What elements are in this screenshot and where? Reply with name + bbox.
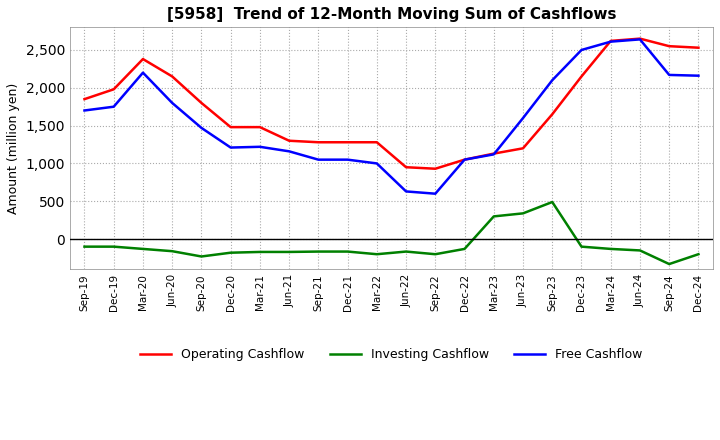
Investing Cashflow bbox=[256, 249, 264, 255]
Free Cashflow bbox=[197, 125, 206, 131]
Free Cashflow bbox=[139, 70, 148, 75]
Investing Cashflow bbox=[490, 214, 498, 219]
Free Cashflow bbox=[226, 145, 235, 150]
Operating Cashflow bbox=[402, 165, 410, 170]
Investing Cashflow bbox=[606, 246, 615, 252]
Legend: Operating Cashflow, Investing Cashflow, Free Cashflow: Operating Cashflow, Investing Cashflow, … bbox=[135, 343, 648, 367]
Operating Cashflow bbox=[606, 38, 615, 44]
Investing Cashflow bbox=[285, 249, 294, 255]
Investing Cashflow bbox=[402, 249, 410, 254]
Free Cashflow bbox=[343, 157, 352, 162]
Operating Cashflow bbox=[80, 96, 89, 102]
Operating Cashflow bbox=[490, 151, 498, 156]
Free Cashflow bbox=[109, 104, 118, 110]
Operating Cashflow bbox=[343, 139, 352, 145]
Investing Cashflow bbox=[226, 250, 235, 255]
Free Cashflow bbox=[285, 149, 294, 154]
Operating Cashflow bbox=[636, 36, 644, 41]
Investing Cashflow bbox=[518, 211, 527, 216]
Investing Cashflow bbox=[139, 246, 148, 252]
Investing Cashflow bbox=[548, 199, 557, 205]
Investing Cashflow bbox=[343, 249, 352, 254]
Investing Cashflow bbox=[460, 246, 469, 252]
Title: [5958]  Trend of 12-Month Moving Sum of Cashflows: [5958] Trend of 12-Month Moving Sum of C… bbox=[167, 7, 616, 22]
Free Cashflow bbox=[80, 108, 89, 113]
Free Cashflow bbox=[636, 37, 644, 42]
Investing Cashflow bbox=[431, 252, 440, 257]
Operating Cashflow bbox=[109, 87, 118, 92]
Free Cashflow bbox=[694, 73, 703, 78]
Operating Cashflow bbox=[460, 157, 469, 162]
Line: Investing Cashflow: Investing Cashflow bbox=[84, 202, 698, 264]
Free Cashflow bbox=[168, 100, 176, 106]
Operating Cashflow bbox=[314, 139, 323, 145]
Investing Cashflow bbox=[665, 261, 673, 267]
Operating Cashflow bbox=[168, 74, 176, 79]
Operating Cashflow bbox=[518, 146, 527, 151]
Free Cashflow bbox=[518, 115, 527, 121]
Operating Cashflow bbox=[372, 139, 381, 145]
Free Cashflow bbox=[606, 39, 615, 44]
Investing Cashflow bbox=[372, 252, 381, 257]
Operating Cashflow bbox=[226, 125, 235, 130]
Free Cashflow bbox=[372, 161, 381, 166]
Operating Cashflow bbox=[548, 112, 557, 117]
Free Cashflow bbox=[256, 144, 264, 150]
Line: Free Cashflow: Free Cashflow bbox=[84, 40, 698, 194]
Operating Cashflow bbox=[431, 166, 440, 171]
Investing Cashflow bbox=[636, 248, 644, 253]
Operating Cashflow bbox=[694, 45, 703, 50]
Investing Cashflow bbox=[197, 254, 206, 259]
Investing Cashflow bbox=[80, 244, 89, 249]
Free Cashflow bbox=[665, 72, 673, 77]
Investing Cashflow bbox=[694, 252, 703, 257]
Operating Cashflow bbox=[256, 125, 264, 130]
Operating Cashflow bbox=[285, 138, 294, 143]
Operating Cashflow bbox=[197, 100, 206, 106]
Free Cashflow bbox=[548, 77, 557, 83]
Investing Cashflow bbox=[314, 249, 323, 254]
Line: Operating Cashflow: Operating Cashflow bbox=[84, 39, 698, 169]
Y-axis label: Amount (million yen): Amount (million yen) bbox=[7, 83, 20, 214]
Investing Cashflow bbox=[168, 249, 176, 254]
Free Cashflow bbox=[402, 189, 410, 194]
Free Cashflow bbox=[431, 191, 440, 196]
Free Cashflow bbox=[577, 48, 586, 53]
Free Cashflow bbox=[490, 152, 498, 157]
Investing Cashflow bbox=[109, 244, 118, 249]
Investing Cashflow bbox=[577, 244, 586, 249]
Free Cashflow bbox=[460, 157, 469, 162]
Free Cashflow bbox=[314, 157, 323, 162]
Operating Cashflow bbox=[139, 56, 148, 62]
Operating Cashflow bbox=[665, 44, 673, 49]
Operating Cashflow bbox=[577, 74, 586, 79]
